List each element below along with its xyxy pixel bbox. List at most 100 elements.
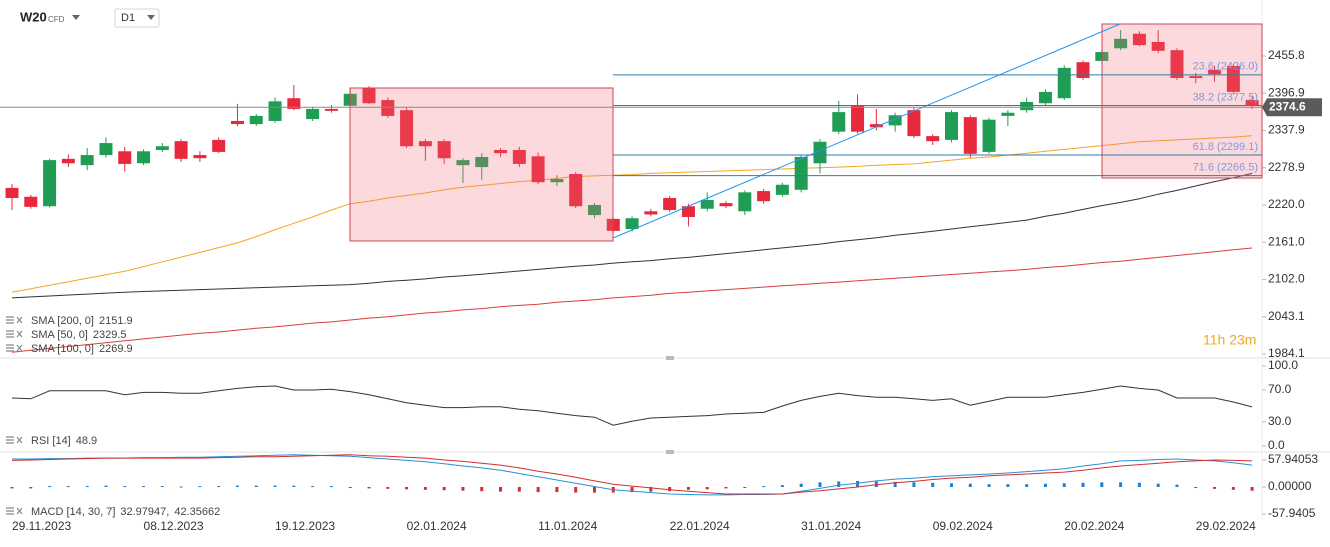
macd-histogram-bar (743, 487, 747, 489)
candle-body (437, 141, 451, 159)
macd-histogram-bar (893, 481, 897, 488)
legend-icons[interactable] (6, 436, 23, 444)
legend-icons[interactable] (6, 330, 23, 338)
macd-histogram-bar (442, 487, 446, 491)
macd-histogram-bar (123, 486, 127, 488)
signal-line (11, 454, 1253, 495)
x-tick-label: 09.02.2024 (933, 519, 993, 533)
fibonacci-label: 71.6 (2266.5) (1193, 162, 1258, 174)
macd-histogram-bar (1156, 483, 1160, 488)
legend-entry: MACD [14, 30, 7] 32.97947, 42.35662 (31, 506, 220, 518)
candle-body (1076, 62, 1090, 78)
candle-body (794, 156, 808, 190)
legend-value: 2269.9 (99, 343, 133, 355)
macd-histogram-bar (1213, 487, 1217, 489)
macd-histogram-bar (1100, 482, 1104, 488)
candle-body (137, 151, 151, 164)
rectangle-drawing[interactable] (349, 87, 614, 242)
legend-value: 48.9 (76, 435, 97, 447)
candle-body (456, 160, 470, 166)
interval[interactable]: D1 (121, 12, 135, 24)
macd-histogram-bar (104, 485, 108, 488)
candle-body (418, 141, 432, 147)
macd-histogram-bar (1006, 484, 1010, 488)
legend-name: SMA [200, 0] (31, 315, 94, 327)
x-tick-label: 22.01.2024 (670, 519, 730, 533)
legend-name: RSI [14] (31, 435, 71, 447)
candle-body (306, 108, 320, 120)
legend-name: MACD [14, 30, 7] (31, 506, 115, 518)
legend-name: SMA [100, 0] (31, 343, 94, 355)
pane-handle[interactable] (666, 356, 674, 360)
y-tick-label: 2043.1 (1268, 309, 1305, 323)
x-tick-label: 11.01.2024 (538, 519, 597, 533)
moving-average-line (11, 135, 1253, 293)
macd-histogram-bar (574, 487, 578, 493)
candle-body (1020, 101, 1034, 111)
candle-body (625, 218, 639, 229)
macd-histogram-bar (818, 482, 822, 488)
pane-handle[interactable] (666, 450, 674, 454)
x-tick-label: 08.12.2023 (144, 519, 204, 533)
legend-icons[interactable] (6, 507, 23, 515)
macd-histogram-bar (780, 485, 784, 488)
candle-body (24, 196, 38, 207)
candle-body (1057, 67, 1071, 99)
macd-histogram-bar (686, 487, 690, 490)
candle-body (5, 187, 19, 199)
candle-body (362, 88, 376, 104)
macd-histogram-bar (367, 487, 371, 489)
candle-body (719, 203, 733, 207)
macd-legend: MACD [14, 30, 7] 32.97947, 42.35662 (6, 506, 220, 518)
macd-histogram-bar (311, 486, 315, 488)
macd-histogram-bar (668, 487, 672, 492)
macd-histogram-bar (461, 487, 465, 491)
symbol-dropdown[interactable] (72, 15, 80, 20)
y-tick-label: 100.0 (1268, 358, 1298, 372)
current-price-label: 2374.6 (1269, 99, 1306, 113)
legend-icons[interactable] (6, 316, 23, 324)
interval-dropdown[interactable] (147, 15, 155, 20)
macd-histogram-bar (856, 480, 860, 488)
macd-histogram-bar (10, 487, 14, 489)
macd-histogram-bar (968, 483, 972, 488)
macd-histogram-bar (705, 487, 709, 490)
candle-body (324, 108, 338, 111)
macd-histogram-bar (235, 485, 239, 488)
candle-body (700, 199, 714, 209)
candle-body (888, 115, 902, 126)
macd-histogram-bar (1043, 483, 1047, 488)
macd-histogram-bar (66, 486, 70, 488)
rectangle-drawing[interactable] (1101, 23, 1263, 179)
legend-value: 2151.9 (99, 315, 133, 327)
candle-body (813, 141, 827, 164)
x-tick-label: 31.01.2024 (801, 519, 861, 533)
legend-icons[interactable] (6, 344, 23, 352)
legend-entry: SMA [200, 0] 2151.9 (31, 315, 133, 327)
candle-body (287, 98, 301, 109)
candle-body (1114, 38, 1128, 49)
candle-body (400, 110, 414, 147)
candle-body (230, 120, 244, 125)
interval-select[interactable] (114, 8, 160, 28)
candle-body (569, 174, 583, 207)
y-tick-label: 2161.0 (1268, 234, 1305, 248)
trend-line[interactable] (612, 23, 1121, 239)
candle-body (1132, 33, 1146, 46)
macd-histogram-bar (517, 487, 521, 492)
macd-histogram-bar (179, 486, 183, 488)
candle-body (1208, 69, 1222, 75)
macd-line (12, 454, 1253, 496)
candle-body (155, 146, 169, 151)
rsi-legend: RSI [14] 48.9 (6, 435, 97, 447)
legend-entry: SMA [100, 0] 2269.9 (31, 343, 133, 355)
y-tick-label: 57.94053 (1268, 452, 1318, 466)
y-tick-label: 2455.8 (1268, 48, 1305, 62)
legend-entry: SMA [50, 0] 2329.5 (31, 329, 127, 341)
candle-body (926, 136, 940, 142)
macd-histogram-bar (1062, 483, 1066, 488)
symbol[interactable]: W20 (20, 9, 47, 24)
macd-histogram-bar (29, 487, 33, 489)
x-tick-label: 29.02.2024 (1196, 519, 1256, 533)
